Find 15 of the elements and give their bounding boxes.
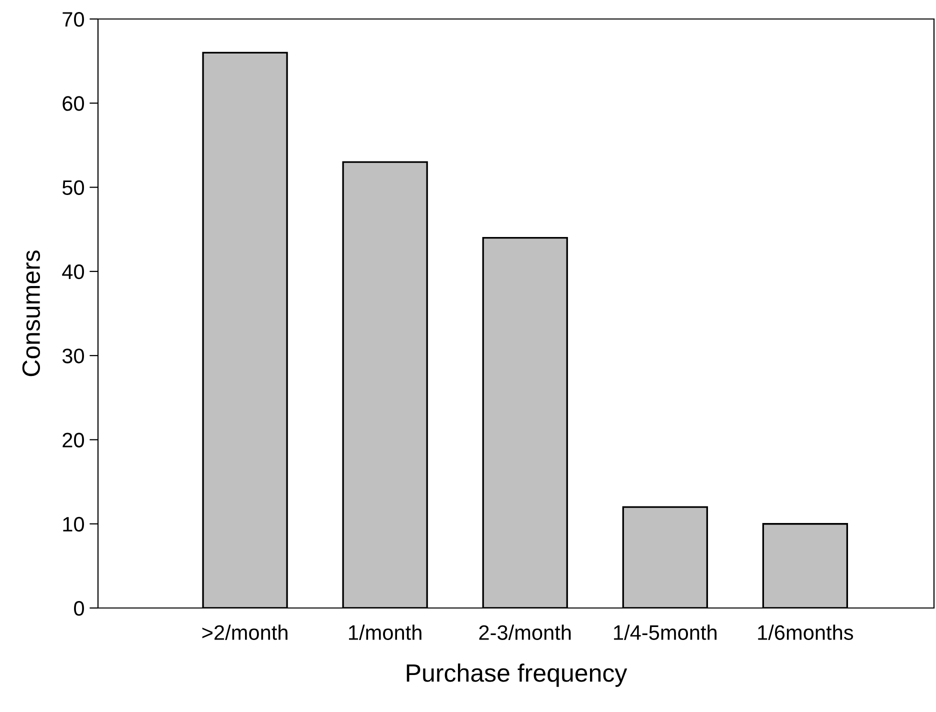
y-tick-label: 10 — [63, 516, 84, 532]
y-tick-label: 70 — [62, 12, 84, 27]
x-tick-label: 2-3/month — [479, 624, 571, 640]
y-tick-label: 30 — [62, 348, 84, 364]
x-tick-label: 1/month — [349, 624, 422, 640]
y-tick-label: 0 — [74, 601, 84, 616]
y-tick-label: 20 — [62, 432, 84, 448]
x-axis-title: Purchase frequency — [406, 664, 628, 687]
y-axis-title: Consumers — [22, 250, 40, 376]
x-tick-label: >2/month — [202, 624, 288, 640]
y-tick-label: 60 — [62, 96, 84, 111]
y-tick-label: 50 — [62, 180, 84, 196]
x-tick-label: 1/4-5month — [614, 624, 716, 640]
x-tick-label: 1/6months — [758, 624, 854, 640]
y-tick-label: 40 — [62, 264, 84, 280]
